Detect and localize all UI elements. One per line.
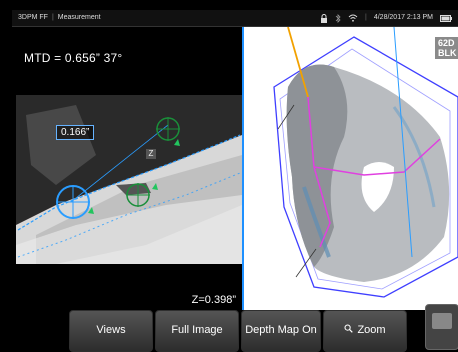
z-marker: Z — [146, 149, 156, 159]
status-bar: 3DPM FF | Measurement | 4/28/2017 2:13 PM — [12, 10, 458, 27]
measurement-view[interactable]: MTD = 0.656” 37° 0.166” — [12, 27, 242, 310]
view-title: Measurement — [57, 14, 101, 21]
probe-badge: 62D BLK — [435, 37, 458, 59]
magnifier-icon — [344, 311, 354, 349]
battery-icon — [440, 14, 452, 22]
active-view-divider — [242, 27, 244, 310]
lock-icon — [320, 13, 328, 23]
point-cloud-drawing — [273, 27, 458, 298]
zoom-button[interactable]: Zoom — [323, 310, 407, 352]
full-image-button-label: Full Image — [171, 324, 223, 336]
point-cloud-view[interactable]: 62D BLK — [244, 27, 458, 310]
depth-map-button-label: Depth Map On — [245, 324, 317, 336]
views-button-label: Views — [96, 324, 126, 336]
side-control-button[interactable] — [425, 304, 458, 350]
full-image-button[interactable]: Full Image — [155, 310, 239, 352]
bottom-toolbar: Views Full Image Depth Map On Zoom — [0, 310, 458, 352]
zoom-button-label: Zoom — [357, 324, 386, 336]
z-readout: Z=0.398” — [191, 294, 236, 306]
measurement-value-label[interactable]: 0.166” — [56, 125, 95, 140]
views-button[interactable]: Views — [69, 310, 153, 352]
inspection-image-drawing — [16, 95, 242, 264]
depth-map-button[interactable]: Depth Map On — [241, 310, 321, 352]
mtd-readout: MTD = 0.656” 37° — [24, 51, 123, 65]
mode-label: 3DPM FF — [18, 14, 48, 21]
wifi-icon — [348, 14, 358, 22]
side-button-icon — [432, 313, 452, 329]
bluetooth-icon — [335, 13, 341, 23]
datetime: 4/28/2017 2:13 PM — [373, 14, 433, 21]
inspection-image[interactable] — [16, 95, 242, 264]
